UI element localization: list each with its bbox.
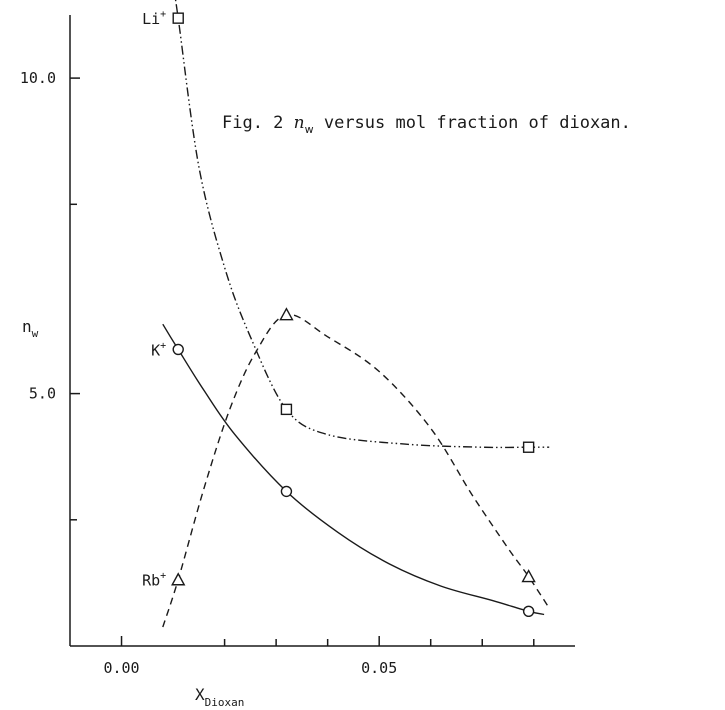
data-point-triangle — [279, 307, 294, 321]
series-k — [162, 323, 545, 617]
figure-caption: Fig. 2 nw versus mol fraction of dioxan. — [222, 113, 631, 136]
series-layer — [162, 0, 550, 628]
ion-label-name: Li — [142, 10, 160, 28]
y-axis-label-main: n — [22, 317, 32, 336]
ion-label-rb: Rb+ — [142, 571, 166, 590]
y-tick-label: 10.0 — [20, 69, 56, 87]
ion-label-sup: + — [160, 571, 166, 582]
series-rb — [162, 307, 550, 628]
ion-label-li: Li+ — [142, 9, 166, 28]
caption-prefix: Fig. 2 — [222, 113, 294, 133]
y-axis-label-sub: w — [32, 327, 39, 340]
y-tick-label: 5.0 — [29, 385, 56, 403]
series-rb-line — [162, 313, 550, 628]
data-point-triangle — [521, 569, 536, 583]
data-point-square — [280, 403, 293, 416]
caption-symbol: n — [294, 113, 305, 133]
data-point-circle — [280, 485, 293, 498]
data-point-triangle — [171, 572, 186, 586]
data-point-circle — [522, 605, 535, 617]
labels-layer: Fig. 2 nw versus mol fraction of dioxan.… — [142, 9, 631, 590]
ion-label-sup: + — [160, 340, 166, 351]
series-k-line — [162, 323, 545, 616]
data-point-circle — [172, 343, 184, 356]
x-axis-label-sub: Dioxan — [205, 696, 245, 709]
caption-text: versus mol fraction of dioxan. — [314, 113, 631, 133]
data-point-square — [522, 441, 535, 453]
ion-label-name: Rb — [142, 572, 160, 590]
x-tick-label: 0.00 — [103, 659, 139, 677]
data-point-square — [172, 12, 184, 24]
x-axis-label-main: X — [195, 685, 205, 704]
x-axis-label: XDioxan — [195, 685, 244, 709]
caption-symbol-sub: w — [305, 123, 314, 136]
ion-label-sup: + — [160, 9, 166, 20]
y-axis-label: nw — [22, 317, 39, 340]
ion-label-name: K — [151, 341, 160, 359]
ion-label-k: K+ — [151, 340, 166, 359]
x-tick-label: 0.05 — [361, 659, 397, 677]
series-li-line — [174, 0, 550, 449]
series-li — [172, 0, 550, 453]
